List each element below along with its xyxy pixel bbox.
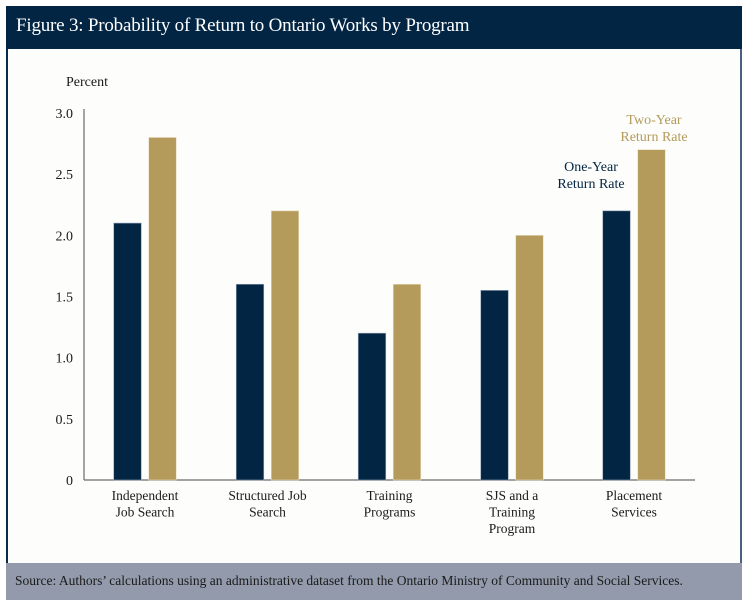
bar-two-year [148, 137, 177, 481]
y-tick-label: 1.5 [56, 291, 74, 306]
annotation-line: Return Rate [557, 177, 624, 192]
y-tick-label: 0.5 [56, 413, 74, 428]
y-tick-label: 1.0 [56, 352, 74, 367]
figure-footer: Source: Authors’ calculations using an a… [6, 563, 742, 600]
bar-one-year [602, 210, 631, 481]
x-axis-categories: Independent Job Search Structured Job Searc… [112, 488, 663, 536]
annotation-two-year: Two-Year Return Rate [620, 113, 687, 145]
bar-two-year [515, 235, 544, 481]
x-category-line: Programs [364, 505, 416, 520]
bar-one-year [235, 283, 265, 481]
x-category-line: Structured Job [228, 488, 307, 503]
figure-title: Figure 3: Probability of Return to Ontar… [16, 15, 470, 36]
x-category-line: Training [489, 505, 535, 520]
x-category-label: SJS and a Training Program [486, 488, 539, 536]
figure-header: Figure 3: Probability of Return to Ontar… [6, 6, 742, 49]
x-category-line: Training [366, 488, 412, 503]
bar-two-year [392, 283, 422, 481]
x-category-line: Search [249, 505, 286, 520]
y-axis-ticks: 0 0.5 1.0 1.5 2.0 2.5 3.0 [56, 107, 74, 489]
x-category-line: Job Search [116, 505, 175, 520]
bar-one-year [480, 290, 509, 481]
x-category-line: Program [489, 521, 536, 536]
y-tick-label: 2.5 [56, 168, 74, 183]
x-category-line: SJS and a [486, 488, 539, 503]
annotation-line: Return Rate [620, 130, 687, 145]
y-tick-label: 0 [66, 474, 73, 489]
x-category-line: Placement [606, 488, 662, 503]
bar-two-year [637, 149, 666, 481]
source-note: Source: Authors’ calculations using an a… [15, 573, 683, 588]
bars [113, 137, 666, 481]
bar-two-year [270, 210, 300, 481]
y-tick-label: 3.0 [56, 107, 74, 122]
x-category-label: Training Programs [364, 488, 416, 520]
x-category-label: Placement Services [606, 488, 662, 520]
y-tick-label: 2.0 [56, 229, 74, 244]
x-category-label: Structured Job Search [228, 488, 307, 520]
bar-one-year [113, 222, 142, 481]
annotation-line: Two-Year [626, 113, 681, 128]
annotation-one-year: One-Year Return Rate [557, 160, 624, 192]
y-axis-label: Percent [66, 75, 108, 90]
bar-one-year [357, 332, 387, 481]
annotation-line: One-Year [564, 160, 618, 175]
x-category-line: Independent [112, 488, 179, 503]
x-category-label: Independent Job Search [112, 488, 179, 520]
x-category-line: Services [611, 505, 657, 520]
